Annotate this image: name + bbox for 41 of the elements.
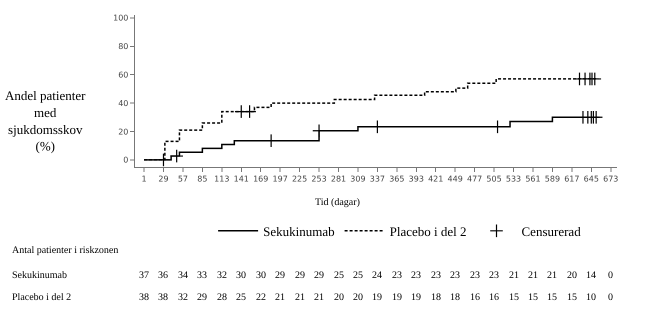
x-tick-label: 57 (178, 174, 188, 184)
x-tick-label: 225 (292, 174, 308, 184)
x-axis-title: Tid (dagar) (315, 197, 360, 208)
text: 37 36 34 33 32 30 30 29 29 29 25 25 24 23 23 23 23 23 23 21 21 21 20 14 0 (139, 270, 613, 281)
x-tick-label: 253 (311, 174, 327, 184)
x-tick-label: 589 (544, 174, 560, 184)
x-tick-label: 113 (214, 174, 230, 184)
x-tick-label: 673 (603, 174, 618, 184)
text: 38 38 32 29 28 25 22 21 21 21 20 20 19 19 19 18 18 16 16 15 15 15 15 10 0 (139, 292, 613, 303)
y-axis-title: Andel patienter med sjukdomsskov (%) (5, 88, 86, 154)
text: Sekukinumab (12, 270, 67, 281)
x-tick-label: 533 (506, 174, 522, 184)
x-tick-label: 309 (350, 174, 366, 184)
legend-label: Sekukinumab (263, 224, 335, 239)
y-tick-label: 80 (118, 42, 128, 52)
y-tick-label: 20 (118, 127, 128, 136)
text: Placebo i del 2 (12, 292, 72, 303)
y-tick-label: 0 (123, 156, 128, 165)
x-tick-label: 365 (389, 174, 404, 184)
y-tick-label: 60 (118, 70, 128, 80)
x-tick-label: 1 (141, 174, 147, 184)
x-tick-label: 477 (466, 174, 482, 184)
x-tick-label: 645 (584, 174, 599, 184)
x-tick-label: 449 (448, 174, 463, 184)
x-tick-label: 617 (564, 174, 580, 184)
x-tick-label: 197 (272, 174, 288, 184)
legend-label: Censurerad (522, 224, 582, 239)
x-tick-label: 141 (234, 174, 249, 184)
x-tick-label: 393 (408, 174, 424, 184)
x-tick-label: 85 (197, 174, 208, 184)
x-tick-label: 337 (370, 174, 386, 184)
y-tick-label: 100 (113, 14, 128, 23)
x-tick-label: 421 (428, 174, 444, 184)
x-tick-label: 169 (253, 174, 268, 184)
x-tick-label: 281 (330, 174, 346, 184)
y-tick-label: 40 (118, 98, 128, 108)
x-tick-label: 29 (158, 174, 169, 184)
x-tick-label: 505 (486, 174, 502, 184)
x-tick-label: 561 (525, 174, 541, 184)
legend-label: Placebo i del 2 (390, 224, 467, 239)
text: Antal patienter i riskzonen (12, 245, 118, 256)
